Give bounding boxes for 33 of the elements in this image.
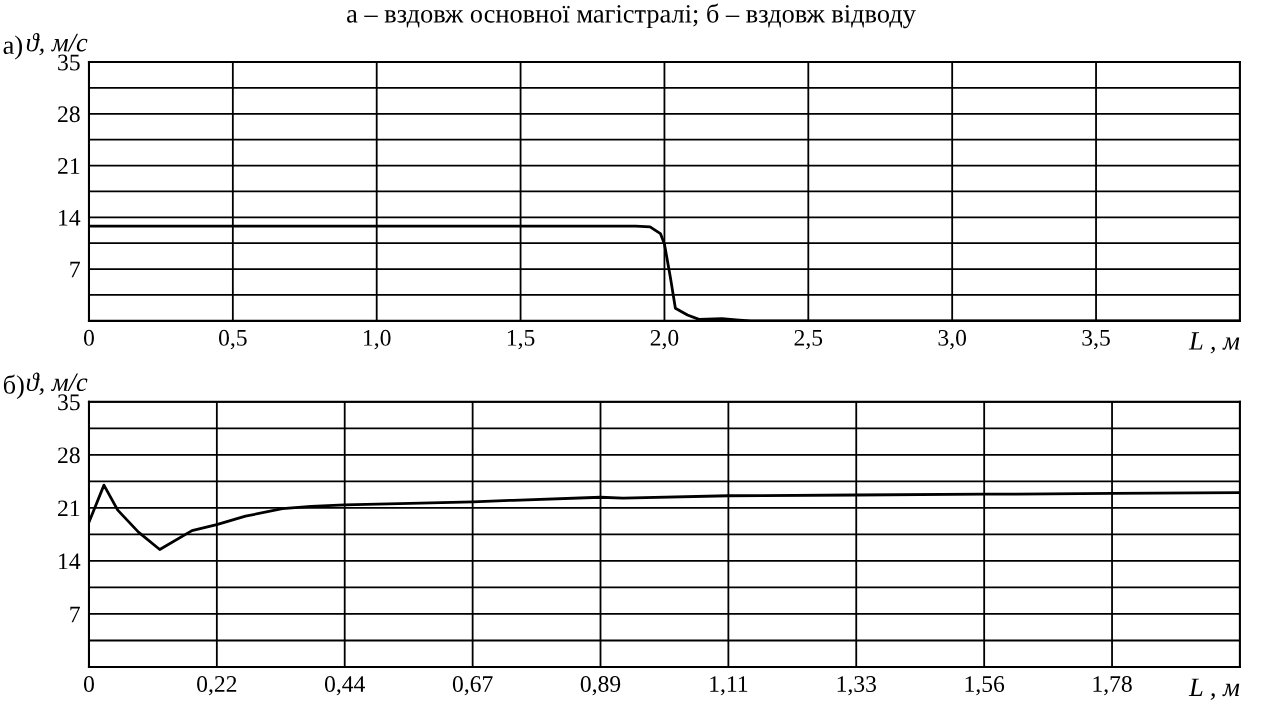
x-tick-label: 1,33 [837,676,876,696]
y-tick-label: 28 [58,447,80,464]
chart-title: а – вздовж основної магістралі; б – вздовж відводу [347,3,916,29]
text: а) [3,35,22,60]
x-tick-label: 3,5 [1082,329,1110,350]
y-tick-label: 28 [58,106,80,123]
x-tick-label: 2,5 [794,329,823,350]
x-tick-label: 0,5 [218,329,247,350]
x-axis-title: L , м [1188,332,1240,354]
x-tick-label: 1,0 [364,329,391,350]
y-tick-label: 7 [70,261,80,278]
x-tick-label: 0 [83,329,94,346]
x-tick-label: 1,11 [710,676,748,696]
x-axis-title: L , м [1188,678,1240,700]
x-tick-label: 2,0 [650,329,679,350]
x-tick-label: 1,78 [1093,676,1132,696]
x-tick-label: 0,22 [197,676,237,696]
y-tick-label: 35 [58,394,80,411]
text: б) [3,374,24,400]
x-tick-label: 0 [83,676,94,692]
x-tick-label: 1,56 [965,676,1005,696]
x-tick-label: 1,5 [507,329,535,350]
y-axis-title: ϑ, м/с [26,372,88,395]
y-tick-label: 14 [59,209,81,226]
x-tick-label: 0,89 [580,676,621,696]
y-tick-label: 21 [58,158,80,174]
y-tick-label: 21 [58,500,80,517]
y-tick-label: 14 [59,553,81,570]
x-tick-label: 3,0 [938,329,967,350]
y-tick-label: 7 [70,606,80,623]
x-tick-label: 0,44 [324,676,365,696]
x-tick-label: 0,67 [452,676,493,696]
y-tick-label: 35 [58,54,80,71]
